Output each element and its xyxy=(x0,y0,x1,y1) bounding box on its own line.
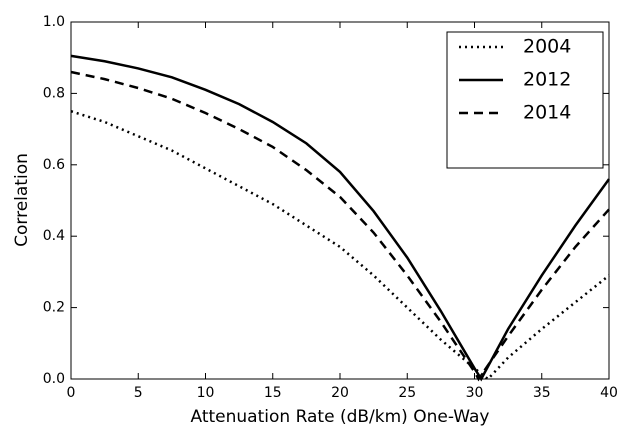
x-axis-label: Attenuation Rate (dB/km) One-Way xyxy=(191,407,490,427)
x-tick-label: 20 xyxy=(331,385,349,401)
series-line xyxy=(70,110,610,381)
x-tick-label: 15 xyxy=(264,385,282,401)
series-line xyxy=(70,54,611,382)
legend-label: 2004 xyxy=(523,36,571,58)
legend-box xyxy=(446,31,604,169)
x-tick-label: 0 xyxy=(67,385,76,401)
y-tick-label: 0.4 xyxy=(43,228,65,244)
legend-label: 2014 xyxy=(523,102,571,124)
series-line xyxy=(70,70,610,382)
x-tick-label: 30 xyxy=(466,385,484,401)
y-axis-label: Correlation xyxy=(12,153,32,247)
plot-frame xyxy=(70,21,610,380)
y-tick-label: 1.0 xyxy=(43,14,65,30)
y-tick-label: 0.0 xyxy=(43,371,65,387)
y-tick-label: 0.2 xyxy=(43,300,65,316)
x-tick-label: 40 xyxy=(600,385,618,401)
x-tick-label: 35 xyxy=(533,385,551,401)
x-tick-label: 5 xyxy=(134,385,143,401)
legend-label: 2012 xyxy=(523,69,571,91)
x-tick-label: 10 xyxy=(197,385,215,401)
y-tick-label: 0.8 xyxy=(43,85,65,101)
y-tick-label: 0.6 xyxy=(43,157,65,173)
x-tick-label: 25 xyxy=(398,385,416,401)
